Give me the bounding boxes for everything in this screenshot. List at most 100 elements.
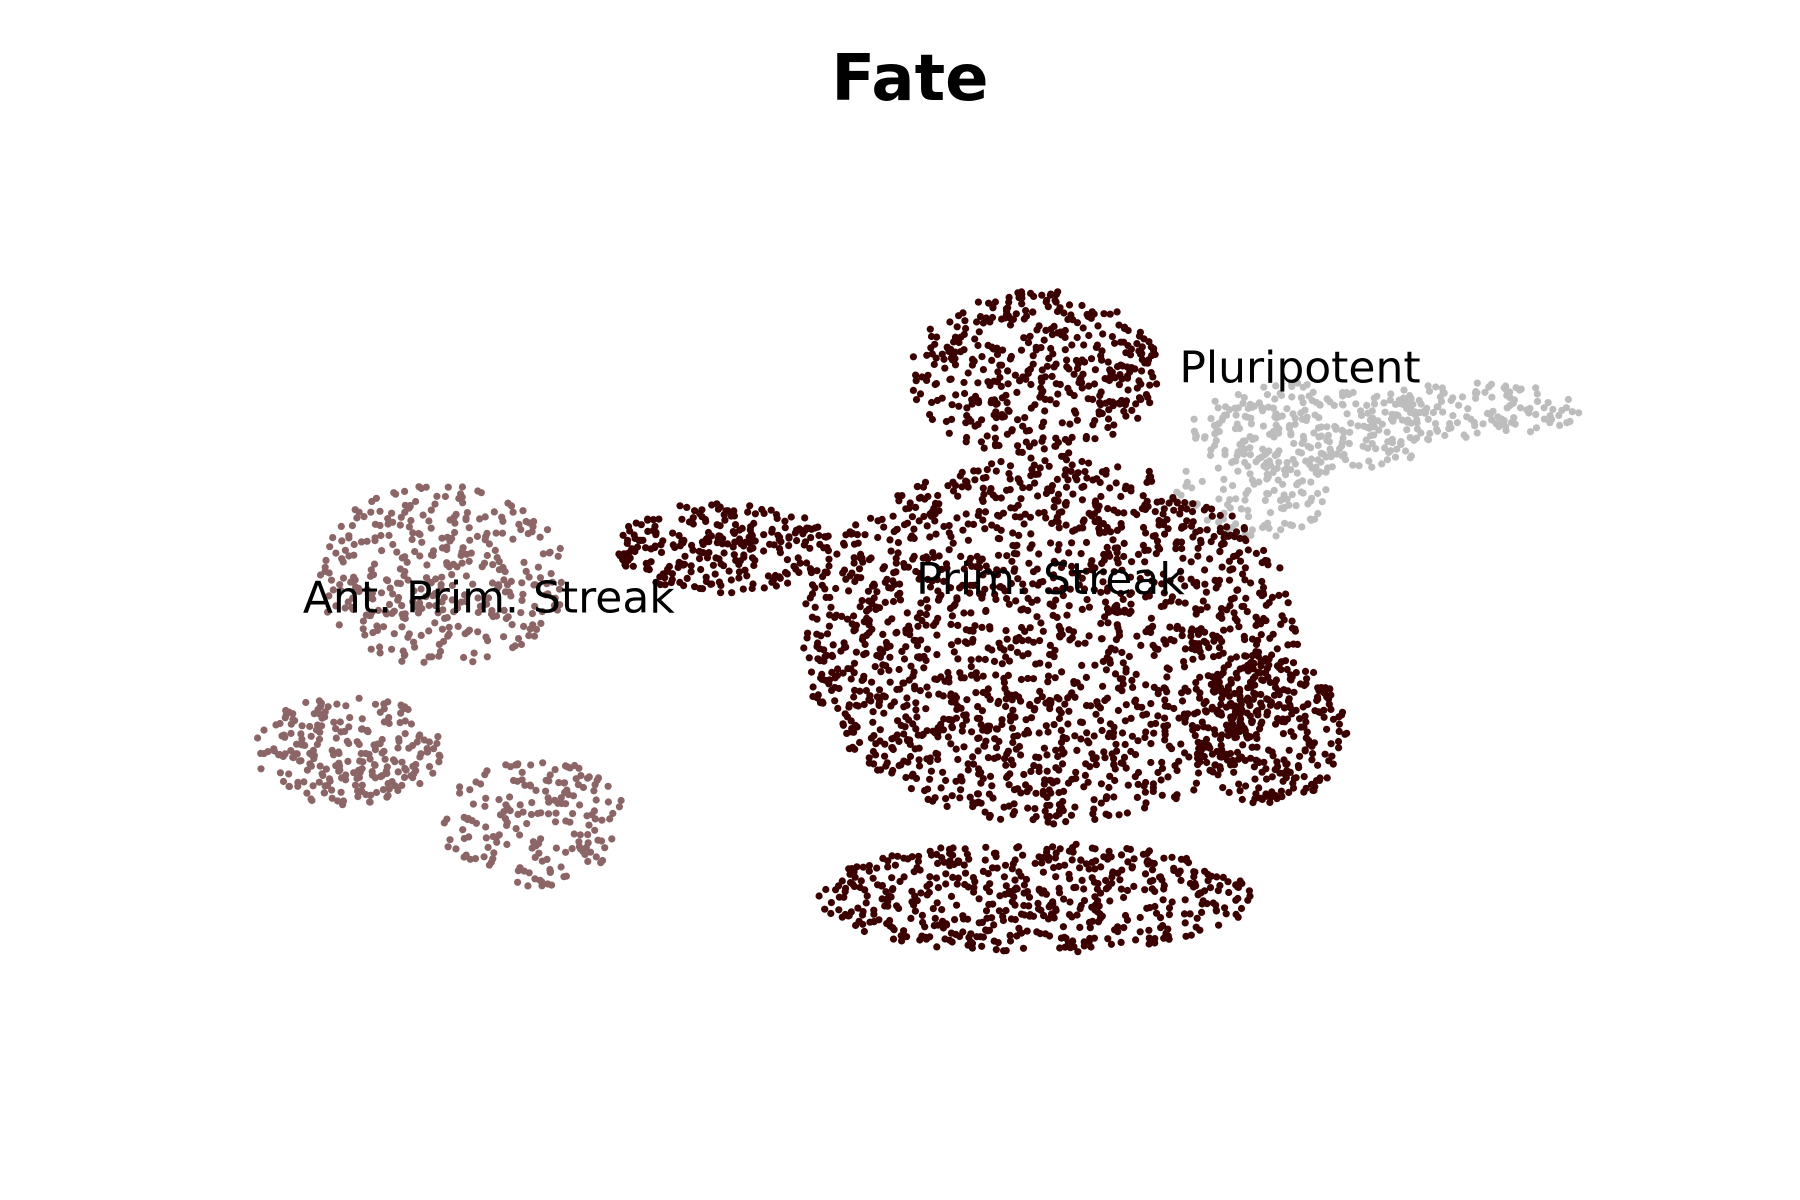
data-point	[1103, 793, 1111, 801]
data-point	[961, 869, 970, 877]
data-point	[1303, 675, 1311, 683]
data-point	[1393, 445, 1401, 453]
data-point	[749, 580, 757, 588]
data-point	[895, 497, 903, 505]
data-point	[1247, 531, 1255, 540]
data-point	[860, 651, 868, 659]
data-point	[1189, 883, 1198, 891]
data-point	[1097, 863, 1105, 871]
data-point	[398, 758, 406, 766]
data-point	[1503, 386, 1511, 395]
data-point	[1472, 388, 1480, 396]
data-point	[483, 551, 491, 560]
data-point	[1119, 675, 1127, 683]
data-point	[336, 766, 344, 774]
data-point	[1314, 489, 1322, 498]
data-point	[1288, 379, 1296, 388]
data-point	[1124, 326, 1132, 335]
data-point	[483, 600, 491, 608]
data-point	[1112, 740, 1120, 748]
data-point	[1077, 718, 1085, 726]
data-point	[1314, 441, 1322, 449]
data-point	[1564, 395, 1572, 404]
data-point	[1335, 727, 1343, 736]
data-point	[1180, 522, 1188, 531]
data-point	[308, 796, 316, 805]
data-point	[1239, 399, 1247, 407]
data-point	[1109, 869, 1117, 877]
data-point	[1215, 495, 1223, 503]
data-point	[1184, 687, 1192, 695]
data-point	[1125, 652, 1133, 661]
data-point	[1073, 416, 1081, 424]
data-point	[961, 845, 969, 853]
data-point	[285, 770, 293, 778]
data-point	[986, 880, 994, 888]
data-point	[359, 617, 367, 625]
data-point	[1203, 603, 1211, 611]
data-point	[879, 565, 887, 573]
data-point	[371, 761, 379, 769]
data-point	[586, 848, 595, 856]
data-point	[494, 581, 502, 589]
data-point	[1109, 536, 1117, 544]
data-point	[1370, 400, 1379, 408]
data-point	[1273, 645, 1281, 653]
data-point	[982, 843, 990, 851]
data-point	[1117, 759, 1125, 767]
data-point	[1078, 661, 1086, 670]
data-point	[816, 540, 824, 549]
data-point	[1260, 462, 1268, 470]
data-point	[687, 568, 695, 576]
data-point	[960, 861, 968, 869]
data-point	[1016, 377, 1024, 385]
data-point	[877, 668, 885, 676]
data-point	[369, 629, 377, 637]
data-point	[383, 763, 391, 771]
data-point	[1023, 927, 1031, 935]
data-point	[1254, 636, 1262, 645]
data-point	[1232, 669, 1240, 678]
data-point	[337, 522, 345, 531]
data-point	[935, 507, 943, 515]
data-point	[1001, 890, 1009, 898]
data-point	[1006, 321, 1015, 329]
chart-title: Fate	[831, 42, 988, 116]
data-point	[1040, 744, 1048, 752]
data-point	[1327, 740, 1335, 748]
data-point	[1103, 543, 1111, 552]
data-point	[398, 623, 406, 631]
data-point	[986, 488, 994, 496]
data-point	[993, 350, 1002, 358]
data-point	[440, 593, 448, 602]
data-point	[954, 755, 962, 764]
data-point	[833, 550, 841, 558]
data-point	[1226, 602, 1234, 610]
data-point	[430, 745, 438, 753]
data-point	[825, 562, 833, 570]
data-point	[1159, 922, 1167, 930]
data-point	[1263, 664, 1271, 673]
data-point	[806, 565, 815, 573]
data-point	[716, 532, 724, 540]
data-point	[872, 605, 880, 614]
data-point	[465, 557, 473, 565]
data-point	[1181, 499, 1189, 507]
data-point	[272, 721, 280, 729]
data-point	[1018, 448, 1026, 456]
data-point	[1104, 423, 1112, 432]
data-point	[1255, 784, 1263, 792]
data-point	[957, 552, 965, 561]
data-point	[967, 656, 975, 664]
data-point	[1309, 750, 1317, 758]
data-point	[1170, 506, 1178, 514]
data-point	[1099, 657, 1107, 666]
data-point	[1160, 881, 1168, 890]
data-point	[1002, 761, 1010, 769]
data-point	[1242, 594, 1250, 602]
data-point	[1031, 859, 1039, 868]
data-point	[957, 704, 965, 712]
data-point	[1150, 729, 1158, 737]
data-point	[1168, 593, 1176, 601]
data-point	[454, 622, 462, 631]
